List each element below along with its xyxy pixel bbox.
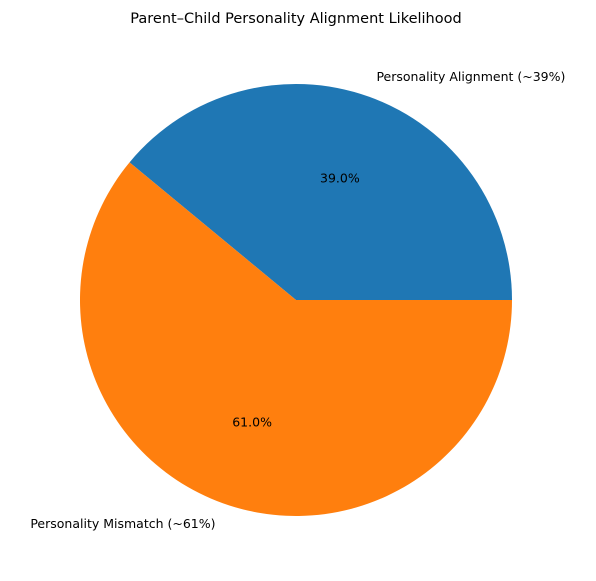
- pie-pct-label-1: 61.0%: [232, 414, 272, 429]
- pie-category-label-1: Personality Mismatch (~61%): [30, 516, 215, 531]
- pie-category-label-0: Personality Alignment (~39%): [376, 69, 565, 84]
- pie-labels: 39.0% Personality Alignment (~39%) 61.0% Pe…: [30, 69, 565, 531]
- chart-title: Parent–Child Personality Alignment Likel…: [130, 11, 461, 27]
- pie-slice-0: [129, 84, 512, 300]
- pie-slices: [79, 84, 513, 517]
- pie-pct-label-0: 39.0%: [320, 171, 360, 186]
- pie-slice-1: [79, 162, 513, 517]
